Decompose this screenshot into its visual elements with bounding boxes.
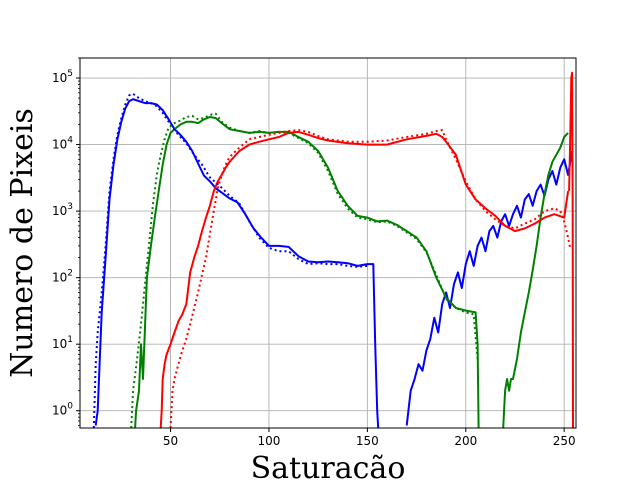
series-group — [92, 71, 574, 429]
series-line-dotted — [130, 112, 479, 429]
x-axis-label: Saturacão — [251, 451, 406, 480]
grid — [80, 58, 576, 428]
series-line-solid — [568, 71, 574, 429]
y-tick-label: 104 — [52, 136, 73, 152]
series-line-solid — [502, 132, 569, 429]
x-tick-label: 200 — [454, 434, 477, 448]
series-line-solid — [94, 98, 380, 429]
series-line-solid — [159, 130, 570, 429]
series-line-solid — [134, 116, 480, 429]
x-tick-label: 150 — [356, 434, 379, 448]
ticks: 50 100 150 200 250 100 101 102 103 104 105 — [52, 57, 576, 448]
x-tick-label: 250 — [553, 434, 576, 448]
y-tick-label: 105 — [52, 69, 73, 85]
plot-frame — [79, 57, 577, 429]
series-line-dotted — [169, 129, 572, 429]
y-tick-label: 103 — [52, 202, 73, 218]
series-line-solid — [405, 150, 574, 426]
y-tick-label: 100 — [52, 402, 73, 418]
x-tick-label: 100 — [257, 434, 280, 448]
y-axis-label: Numero de Pixeis — [5, 108, 40, 378]
y-tick-label: 102 — [52, 269, 73, 285]
y-tick-label: 101 — [52, 335, 73, 351]
x-tick-label: 50 — [163, 434, 178, 448]
